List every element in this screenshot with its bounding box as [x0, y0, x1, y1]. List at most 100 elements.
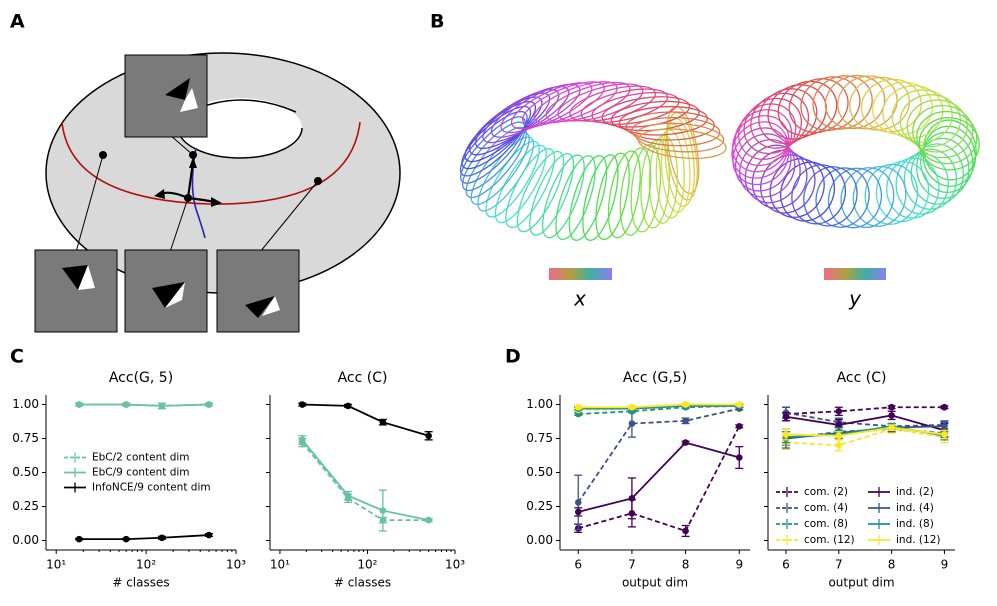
- series-line: [302, 403, 429, 437]
- series-line: [785, 426, 945, 437]
- wire-loop: [734, 133, 792, 192]
- point: [628, 495, 636, 502]
- point: [941, 431, 948, 438]
- x-axis-label: output dim: [622, 576, 688, 590]
- series-line: [577, 407, 740, 503]
- x-tick-label: 6: [574, 558, 582, 572]
- wire-loop: [891, 89, 953, 143]
- wire-loop: [591, 92, 680, 125]
- point: [682, 401, 689, 408]
- x-tick-label: 10³: [226, 558, 246, 572]
- wire-loop: [912, 104, 974, 159]
- chart-title: Acc (C): [338, 370, 388, 386]
- series-line: [578, 404, 740, 415]
- wire-loop: [500, 83, 581, 134]
- y-tick-label: 0.75: [12, 431, 39, 445]
- point: [574, 403, 582, 411]
- series-line: [301, 439, 429, 521]
- wire-loop: [744, 144, 801, 204]
- axis-symbol: x: [573, 287, 586, 311]
- legend-label: InfoNCE/9 content dim: [92, 482, 211, 494]
- torus-embeddings: [459, 74, 980, 241]
- wire-loop: [619, 147, 652, 236]
- wire-loop: [800, 76, 861, 131]
- point: [425, 516, 432, 524]
- point: [941, 422, 948, 430]
- series-line: [785, 428, 945, 447]
- legend-label: ind. (2): [896, 486, 934, 498]
- point: [682, 527, 689, 535]
- point: [379, 507, 387, 514]
- y-tick-label: 0.00: [12, 533, 39, 547]
- panel-label: A: [10, 11, 25, 33]
- point: [835, 408, 843, 415]
- x-tick-label: 7: [628, 558, 636, 572]
- wire-loop: [637, 128, 727, 159]
- point: [344, 402, 352, 410]
- wire-loop: [871, 81, 934, 136]
- point: [122, 401, 130, 408]
- wire-loop: [555, 155, 596, 241]
- wire-loop: [485, 140, 540, 218]
- wire-loop: [522, 81, 605, 127]
- point: [835, 442, 843, 449]
- wire-loop: [477, 136, 535, 212]
- point: [158, 402, 166, 410]
- wire-loop: [630, 143, 662, 233]
- colorbar: [549, 268, 612, 280]
- chart-title: Acc (C): [837, 370, 887, 386]
- wire-loop: [607, 150, 641, 239]
- point: [888, 403, 895, 411]
- legend-label: com. (12): [804, 534, 855, 546]
- wire-loop: [582, 154, 619, 241]
- point: [298, 436, 306, 444]
- wire-loop: [494, 144, 547, 224]
- legend-label: EbC/9 content dim: [92, 467, 190, 479]
- wire-loop: [864, 163, 919, 225]
- wire-loop: [516, 150, 565, 233]
- panel-label: D: [505, 346, 521, 368]
- point: [835, 432, 843, 440]
- wire-loop: [529, 153, 575, 236]
- x-axis-label: # classes: [112, 576, 169, 590]
- x-tick-label: 10²: [357, 558, 377, 572]
- legend-label: ind. (4): [896, 502, 934, 514]
- wire-loop: [780, 161, 835, 222]
- wire-loop: [837, 75, 898, 130]
- wire-loop: [791, 164, 846, 225]
- point: [205, 531, 213, 539]
- point: [574, 499, 582, 506]
- series-line: [578, 441, 740, 513]
- chart-title: Acc (G,5): [623, 370, 687, 386]
- series-line: [79, 534, 209, 541]
- x-tick-label: 10¹: [46, 558, 66, 572]
- panel-label: B: [430, 11, 444, 33]
- legend-label: EbC/2 content dim: [92, 452, 190, 464]
- point: [735, 401, 743, 408]
- point: [379, 418, 387, 426]
- point: [75, 535, 83, 543]
- chart-title: Acc(G, 5): [109, 370, 173, 386]
- series-line: [785, 414, 945, 432]
- legend-label: com. (4): [804, 502, 848, 514]
- point: [122, 535, 130, 543]
- point: [75, 401, 83, 408]
- point: [941, 403, 948, 411]
- wire-loop: [769, 158, 825, 218]
- point: [782, 413, 790, 421]
- wire-loop: [777, 80, 838, 137]
- series-line: [785, 406, 945, 415]
- wire-loop: [731, 121, 789, 179]
- wire-loop: [580, 88, 669, 123]
- series-line: [578, 425, 741, 533]
- wire-loop: [916, 110, 978, 165]
- point: [888, 412, 895, 419]
- wire-loop: [875, 160, 930, 223]
- torus-diagram: [34, 52, 401, 333]
- x-tick-label: 6: [782, 558, 790, 572]
- x-tick-label: 8: [682, 558, 690, 572]
- wire-loop: [767, 84, 827, 140]
- wire-loop: [568, 155, 608, 241]
- series-line: [79, 403, 209, 407]
